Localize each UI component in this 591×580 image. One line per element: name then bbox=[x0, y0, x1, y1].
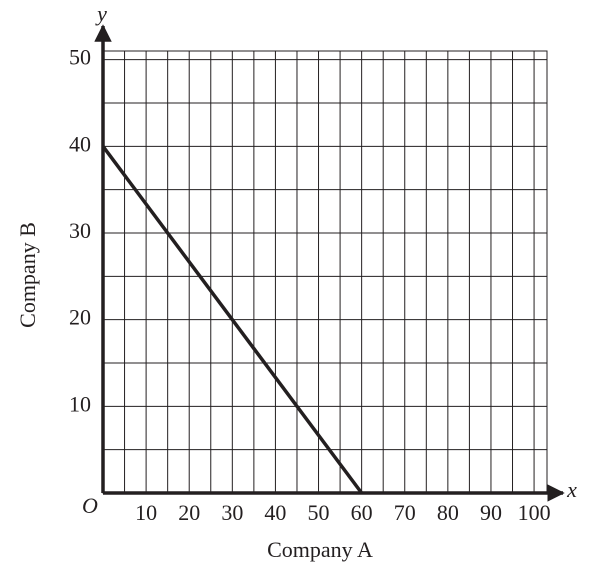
y-axis-title: Company B bbox=[15, 222, 40, 328]
y-tick-label: 30 bbox=[69, 218, 91, 243]
x-axis-title: Company A bbox=[267, 537, 373, 562]
x-tick-label: 50 bbox=[308, 500, 330, 525]
x-tick-label: 30 bbox=[221, 500, 243, 525]
x-tick-label: 100 bbox=[518, 500, 551, 525]
x-tick-label: 20 bbox=[178, 500, 200, 525]
y-tick-label: 10 bbox=[69, 391, 91, 416]
plot-frame bbox=[102, 50, 548, 494]
x-tick-label: 90 bbox=[480, 500, 502, 525]
y-tick-label: 20 bbox=[69, 305, 91, 330]
x-tick-label: 10 bbox=[135, 500, 157, 525]
y-axis-letter: y bbox=[95, 1, 107, 26]
x-axis-letter: x bbox=[566, 477, 577, 502]
x-tick-label: 40 bbox=[264, 500, 286, 525]
line bbox=[101, 145, 364, 495]
x-tick-label: 80 bbox=[437, 500, 459, 525]
y-tick-label: 40 bbox=[69, 131, 91, 156]
y-tick-label: 50 bbox=[69, 45, 91, 70]
origin-label: O bbox=[82, 493, 98, 518]
x-tick-label: 60 bbox=[351, 500, 373, 525]
x-tick-label: 70 bbox=[394, 500, 416, 525]
